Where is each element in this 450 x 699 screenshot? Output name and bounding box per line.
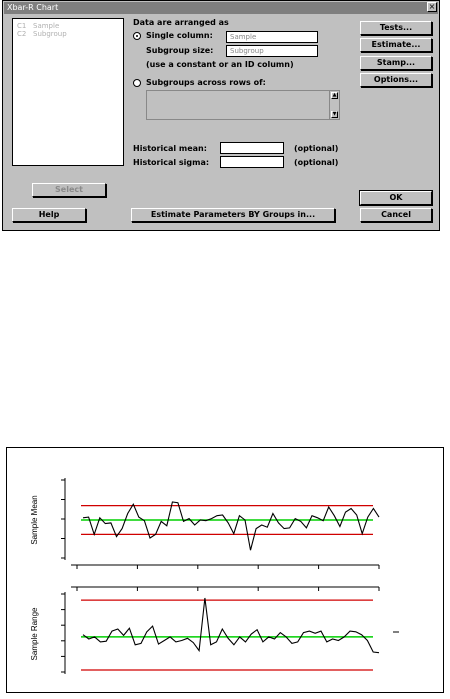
control-chart: Sample Mean Sample Range — [30, 478, 399, 674]
close-icon[interactable]: × — [427, 2, 437, 12]
help-button[interactable]: Help — [12, 208, 86, 222]
stamp-button[interactable]: Stamp... — [360, 56, 432, 70]
scroll-up-icon[interactable]: ▲ — [331, 92, 338, 99]
tests-button[interactable]: Tests... — [360, 21, 432, 35]
data-series-line — [82, 597, 380, 654]
variable-list[interactable]: C1 Sample C2 Subgroup — [12, 18, 124, 166]
select-button[interactable]: Select — [32, 183, 106, 197]
subgroup-size-label: Subgroup size: — [146, 46, 214, 55]
dialog-title: Xbar-R Chart — [4, 2, 438, 14]
ok-button[interactable]: OK — [359, 190, 433, 206]
scrollbar[interactable]: ▲ ▼ — [329, 91, 339, 119]
optional-note: (optional) — [294, 158, 339, 167]
options-button[interactable]: Options... — [360, 73, 432, 87]
estimate-by-groups-button[interactable]: Estimate Parameters BY Groups in... — [131, 208, 335, 222]
subgroup-hint: (use a constant or an ID column) — [146, 60, 294, 69]
across-rows-input[interactable]: ▲ ▼ — [146, 90, 340, 120]
across-rows-label: Subgroups across rows of: — [146, 78, 266, 87]
single-column-input[interactable]: Sample — [226, 31, 318, 43]
historical-mean-input[interactable] — [220, 142, 284, 154]
single-column-label: Single column: — [146, 31, 213, 40]
list-item[interactable]: C1 Sample — [17, 22, 60, 30]
control-chart-frame: Sample Mean Sample Range — [6, 447, 444, 693]
cancel-button[interactable]: Cancel — [360, 208, 432, 222]
optional-note: (optional) — [294, 144, 339, 153]
y-axis-label: Sample Range — [30, 607, 39, 660]
data-series-line — [82, 501, 380, 551]
list-item[interactable]: C2 Subgroup — [17, 30, 67, 38]
subgroup-size-input[interactable]: Subgroup — [226, 45, 318, 57]
across-rows-radio[interactable] — [133, 79, 141, 87]
scroll-down-icon[interactable]: ▼ — [331, 111, 338, 118]
estimate-button[interactable]: Estimate... — [360, 38, 432, 52]
single-column-radio[interactable] — [133, 32, 141, 40]
historical-sigma-input[interactable] — [220, 156, 284, 168]
arrangement-label: Data are arranged as — [133, 18, 229, 27]
xbar-r-dialog: Xbar-R Chart × C1 Sample C2 Subgroup Data … — [2, 0, 440, 231]
historical-mean-label: Historical mean: — [133, 144, 207, 153]
y-axis-label: Sample Mean — [30, 495, 39, 544]
historical-sigma-label: Historical sigma: — [133, 158, 210, 167]
